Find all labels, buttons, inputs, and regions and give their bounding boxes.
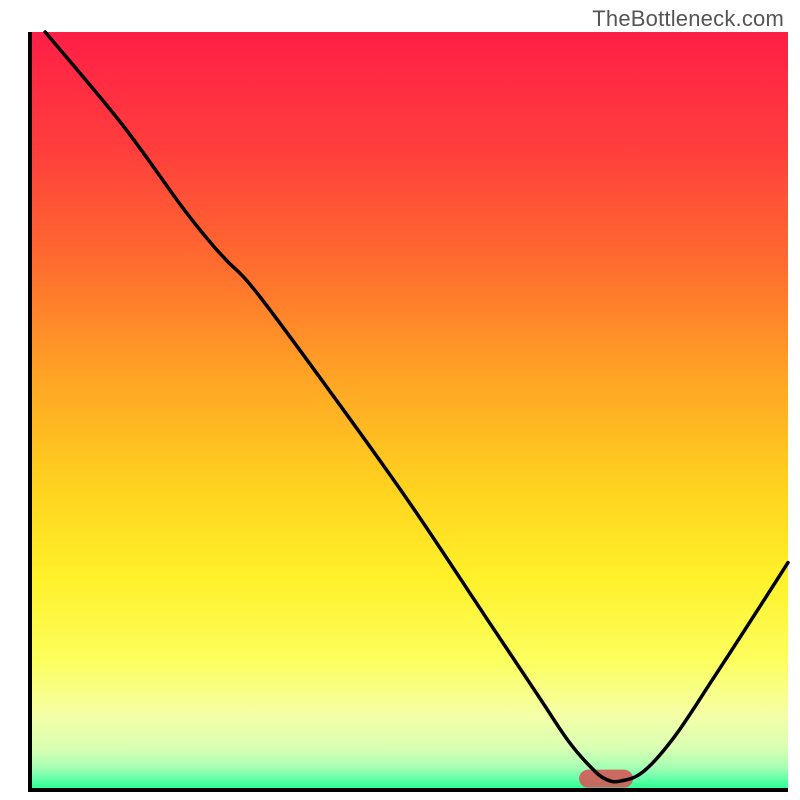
bottleneck-chart	[0, 0, 800, 800]
chart-container: { "attribution": "TheBottleneck.com", "c…	[0, 0, 800, 800]
gradient-background	[30, 32, 788, 790]
attribution-text: TheBottleneck.com	[592, 6, 784, 32]
